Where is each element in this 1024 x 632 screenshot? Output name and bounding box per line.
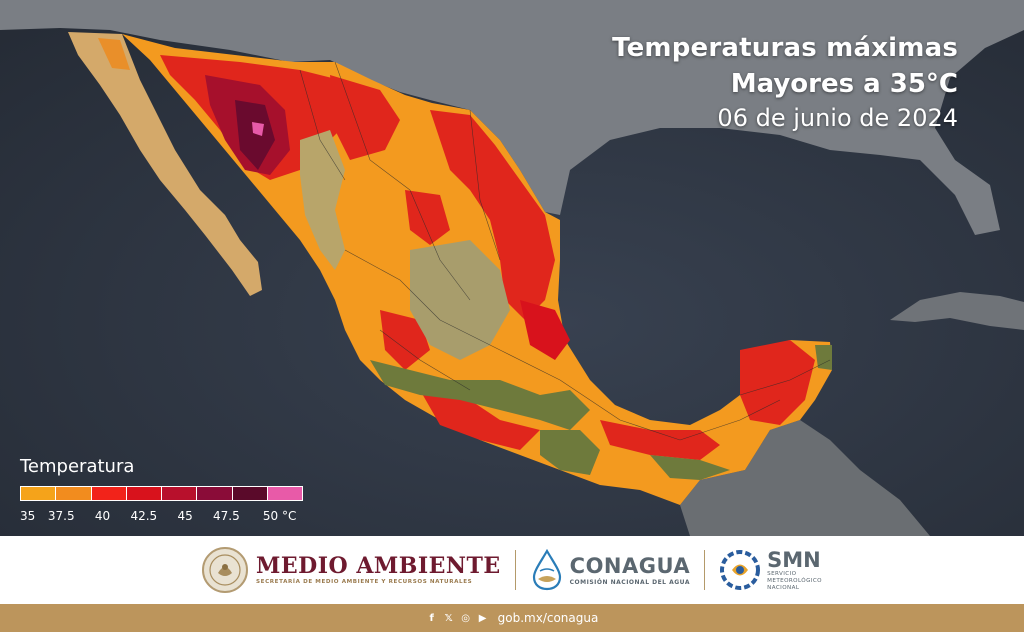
youtube-icon[interactable]: ▶	[478, 612, 487, 624]
smn-subtitle-line: METEOROLÓGICO	[767, 577, 822, 584]
logo-divider	[514, 550, 516, 590]
conagua-logo[interactable]: CONAGUA COMISIÓN NACIONAL DEL AGUA	[530, 549, 691, 591]
cool-zone-chiapas	[650, 455, 730, 480]
legend-swatch	[232, 487, 268, 500]
heat-zone-guerrero	[420, 390, 540, 450]
footer-bar: f 𝕏 ◎ ▶ gob.mx/conagua	[0, 604, 1024, 632]
medio-ambiente-logo[interactable]: MEDIO AMBIENTE SECRETARÍA DE MEDIO AMBIE…	[202, 547, 501, 593]
legend-tick-label: 35	[20, 509, 36, 523]
heat-zone-coahuila	[405, 190, 450, 245]
legend-tick-label: 40	[94, 509, 111, 523]
heat-zone-sonora-max	[235, 100, 275, 170]
central-america-landmass	[680, 420, 930, 536]
smn-emblem-icon	[720, 550, 761, 590]
heat-zone-gulf-coast	[520, 300, 570, 360]
medio-ambiente-name: MEDIO AMBIENTE	[256, 552, 501, 579]
legend-tick-label: 50 °C	[262, 509, 297, 523]
water-drop-icon	[532, 549, 561, 591]
smn-logo[interactable]: SMN SERVICIO METEOROLÓGICO NACIONAL	[719, 549, 822, 592]
legend-tick-label: 42.5	[130, 509, 158, 523]
legend-tick-label: 47.5	[212, 509, 240, 523]
legend-swatch	[56, 487, 92, 500]
cool-zone-transvolcanic	[370, 360, 590, 430]
heat-zone-yucatan	[740, 340, 815, 425]
instagram-icon[interactable]: ◎	[461, 612, 470, 624]
map-subtitle: Mayores a 35°C	[730, 69, 958, 99]
legend-swatch	[21, 487, 57, 500]
facebook-icon[interactable]: f	[429, 612, 434, 624]
cool-zone-sierra-madre	[300, 130, 345, 270]
map-graphic	[0, 0, 1024, 536]
legend-swatch	[91, 487, 127, 500]
map-title: Temperaturas máximas	[612, 33, 958, 63]
legend-tick-label: 45	[177, 509, 193, 523]
usa-landmass	[0, 0, 1024, 235]
temperature-map: Temperaturas máximas Mayores a 35°C 06 d…	[0, 0, 1024, 536]
smn-subtitle: SERVICIO METEOROLÓGICO NACIONAL	[767, 571, 822, 592]
conagua-subtitle: COMISIÓN NACIONAL DEL AGUA	[569, 578, 690, 586]
medio-ambiente-subtitle: SECRETARÍA DE MEDIO AMBIENTE Y RECURSOS …	[256, 578, 473, 585]
legend-title: Temperatura	[20, 456, 135, 477]
legend-color-bar	[20, 486, 303, 501]
footer-url-link[interactable]: gob.mx/conagua	[497, 611, 599, 625]
conagua-name: CONAGUA	[569, 553, 691, 578]
temperature-legend: Temperatura 35 37.5 40 42.5 45 47.5 50 °C	[20, 456, 320, 525]
logo-strip: MEDIO AMBIENTE SECRETARÍA DE MEDIO AMBIE…	[0, 536, 1024, 604]
cool-zone-oaxaca	[540, 430, 600, 475]
smn-name: SMN	[767, 547, 821, 572]
state-borders	[299, 61, 831, 441]
legend-tick-label: 37.5	[47, 509, 75, 523]
smn-subtitle-line: SERVICIO	[767, 570, 797, 577]
cool-zone-yucatan-coast	[815, 345, 832, 370]
x-icon[interactable]: 𝕏	[444, 612, 453, 624]
legend-swatch	[126, 487, 162, 500]
legend-swatch	[162, 487, 198, 500]
baja-california	[68, 32, 262, 296]
logo-divider	[704, 550, 706, 590]
cuba-island	[890, 292, 1024, 330]
map-title-block: Temperaturas máximas Mayores a 35°C 06 d…	[612, 30, 958, 134]
cool-zone-central-plateau	[410, 240, 510, 360]
legend-labels: 35 37.5 40 42.5 45 47.5 50 °C	[20, 509, 320, 525]
heat-zone-northeast	[430, 110, 555, 320]
mexico-seal-icon	[202, 547, 249, 593]
baja-hot-zone	[98, 38, 130, 70]
map-date: 06 de junio de 2024	[717, 104, 958, 132]
heat-zone-tabasco	[600, 420, 720, 460]
legend-swatch	[197, 487, 233, 500]
heat-zone-peak	[252, 122, 264, 136]
smn-subtitle-line: NACIONAL	[767, 584, 800, 591]
heat-zone-pacific	[380, 310, 430, 370]
legend-swatch	[267, 487, 302, 500]
